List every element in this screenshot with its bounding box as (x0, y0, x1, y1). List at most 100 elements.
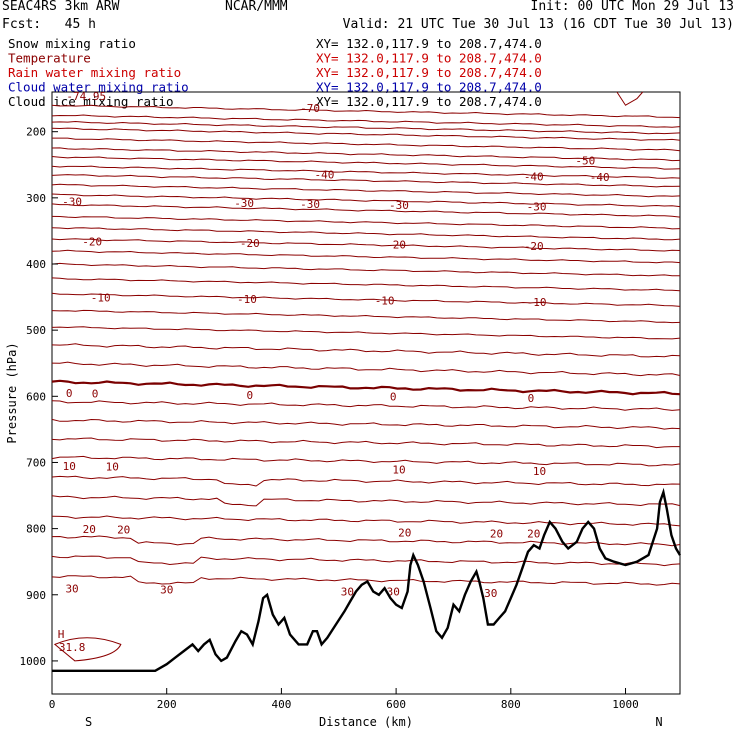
contour-label: -30 (234, 197, 254, 210)
legend-coords: XY= 132.0,117.9 to 208.7,474.0 (316, 36, 542, 51)
x-axis-label: Distance (km) (319, 715, 413, 729)
contour-label: 20 (490, 527, 503, 540)
contour-label: -30 (389, 199, 409, 212)
contour-label: -70 (300, 102, 320, 115)
header-valid: Valid: 21 UTC Tue 30 Jul 13 (16 CDT Tue … (342, 17, 734, 32)
contour-label: -40 (314, 168, 334, 181)
header-model: SEAC4RS 3km ARW (2, 0, 120, 14)
isotherm-line (52, 137, 681, 152)
legend-label: Rain water mixing ratio (8, 65, 181, 80)
y-tick-label: 400 (26, 258, 46, 271)
isotherm-line (51, 326, 681, 340)
x-tick-label: 0 (49, 698, 56, 711)
legend-label: Temperature (8, 51, 91, 66)
contour-label: -40 (524, 170, 544, 183)
isotherm-line (51, 475, 681, 487)
contour-label: -50 (575, 154, 595, 167)
isotherm-line (51, 174, 681, 188)
isotherm-line (51, 400, 681, 411)
annotation-label: -74.95 (66, 90, 106, 103)
contour-label: -10 (91, 292, 111, 305)
isotherm-line (51, 361, 681, 377)
y-tick-label: 900 (26, 589, 46, 602)
contour-label: -20 (240, 237, 260, 250)
y-tick-label: 1000 (20, 655, 47, 668)
isotherm-line (51, 262, 680, 277)
legend-coords: XY= 132.0,117.9 to 208.7,474.0 (316, 65, 542, 80)
contour-label: -20 (524, 240, 544, 253)
header-org: NCAR/MMM (225, 0, 288, 14)
contour-label: -10 (237, 293, 257, 306)
isotherm-line (51, 156, 681, 170)
legend-coords: XY= 132.0,117.9 to 208.7,474.0 (316, 80, 542, 95)
contour-label: 20 (398, 526, 411, 539)
contour-label: 0 (66, 387, 73, 400)
isotherm-line (51, 127, 681, 141)
contour-label: 10 (392, 463, 405, 476)
contour-label: 10 (63, 460, 76, 473)
contour-label: -20 (82, 235, 102, 248)
contour-label: -30 (527, 200, 547, 213)
isotherm-line (51, 203, 681, 218)
isotherm-line (51, 379, 681, 396)
isotherm-line (51, 193, 681, 208)
isotherm-line (51, 147, 681, 162)
isotherm-line (51, 575, 681, 586)
isotherm-line (51, 120, 681, 135)
annotation-label: H (58, 628, 65, 641)
terrain-line (52, 487, 682, 672)
isotherm-line (51, 292, 681, 307)
contour-label: 0 (247, 389, 254, 402)
plot-frame (51, 91, 681, 695)
surface-contour (53, 637, 122, 662)
isotherm-line (51, 495, 681, 507)
contour-label: 30 (484, 587, 497, 600)
isotherm-line (51, 555, 681, 567)
annotation-label: 31.8 (59, 641, 85, 654)
isotherm-line (51, 104, 681, 119)
contour-label: 20 (527, 528, 540, 541)
x-tick-label: 800 (501, 698, 521, 711)
contour-label: -10 (527, 296, 547, 309)
isotherm-line (51, 114, 681, 128)
x-end-label-south: S (85, 715, 92, 729)
isotherm-line (51, 165, 681, 179)
y-tick-label: 300 (26, 192, 46, 205)
cloud-contour (616, 91, 644, 106)
x-tick-label: 1000 (612, 698, 639, 711)
contour-label: 20 (117, 523, 130, 536)
contour-label: 0 (92, 387, 99, 400)
isotherm-line (51, 277, 681, 292)
contour-label: 10 (533, 465, 546, 478)
contour-label: 20 (83, 523, 96, 536)
y-tick-label: 700 (26, 456, 46, 469)
isotherm-line (51, 343, 681, 358)
legend-label: Cloud water mixing ratio (8, 80, 189, 95)
isotherm-line (51, 238, 681, 252)
contour-label: -40 (590, 171, 610, 184)
y-axis-label: Pressure (hPa) (5, 342, 19, 443)
contour-label: 30 (341, 585, 354, 598)
contour-label: -20 (386, 238, 406, 251)
contour-label: 0 (528, 392, 535, 405)
legend-label: Snow mixing ratio (8, 36, 136, 51)
isotherm-line (51, 309, 681, 324)
isotherm-line (51, 418, 681, 430)
isotherm-line (51, 249, 681, 264)
y-tick-label: 500 (26, 324, 46, 337)
y-tick-label: 600 (26, 390, 46, 403)
isotherm-line (51, 535, 681, 547)
x-tick-label: 200 (157, 698, 177, 711)
isotherm-line (51, 515, 681, 527)
legend-label: Cloud ice mixing ratio (8, 94, 174, 109)
contour-label: 30 (65, 582, 78, 595)
x-end-label-north: N (655, 715, 662, 729)
x-tick-label: 600 (386, 698, 406, 711)
header-fcst: Fcst: 45 h (2, 17, 96, 32)
contour-label: 30 (160, 583, 173, 596)
legend-coords: XY= 132.0,117.9 to 208.7,474.0 (316, 51, 542, 66)
y-tick-label: 200 (26, 126, 46, 139)
isotherm-line (51, 437, 680, 449)
